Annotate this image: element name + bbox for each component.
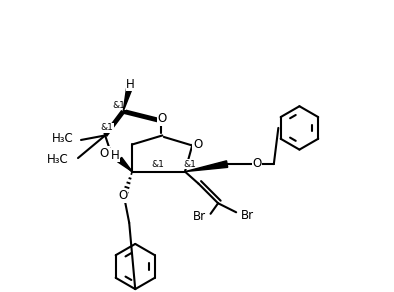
- Text: H₃C: H₃C: [52, 132, 73, 145]
- Text: Br: Br: [241, 209, 254, 222]
- Polygon shape: [123, 88, 132, 111]
- Text: O: O: [193, 138, 202, 151]
- Text: &1: &1: [183, 159, 196, 168]
- Text: O: O: [158, 112, 167, 125]
- Polygon shape: [185, 161, 228, 172]
- Text: &1: &1: [151, 159, 164, 168]
- Text: &1: &1: [112, 101, 125, 110]
- Text: Br: Br: [193, 210, 206, 223]
- Text: O: O: [253, 157, 262, 170]
- Text: O: O: [119, 189, 128, 202]
- Text: H: H: [111, 149, 119, 161]
- Text: O: O: [100, 147, 109, 160]
- Text: H₃C: H₃C: [47, 153, 69, 166]
- Text: &1: &1: [100, 124, 113, 133]
- Polygon shape: [117, 157, 132, 172]
- Text: H: H: [126, 78, 135, 91]
